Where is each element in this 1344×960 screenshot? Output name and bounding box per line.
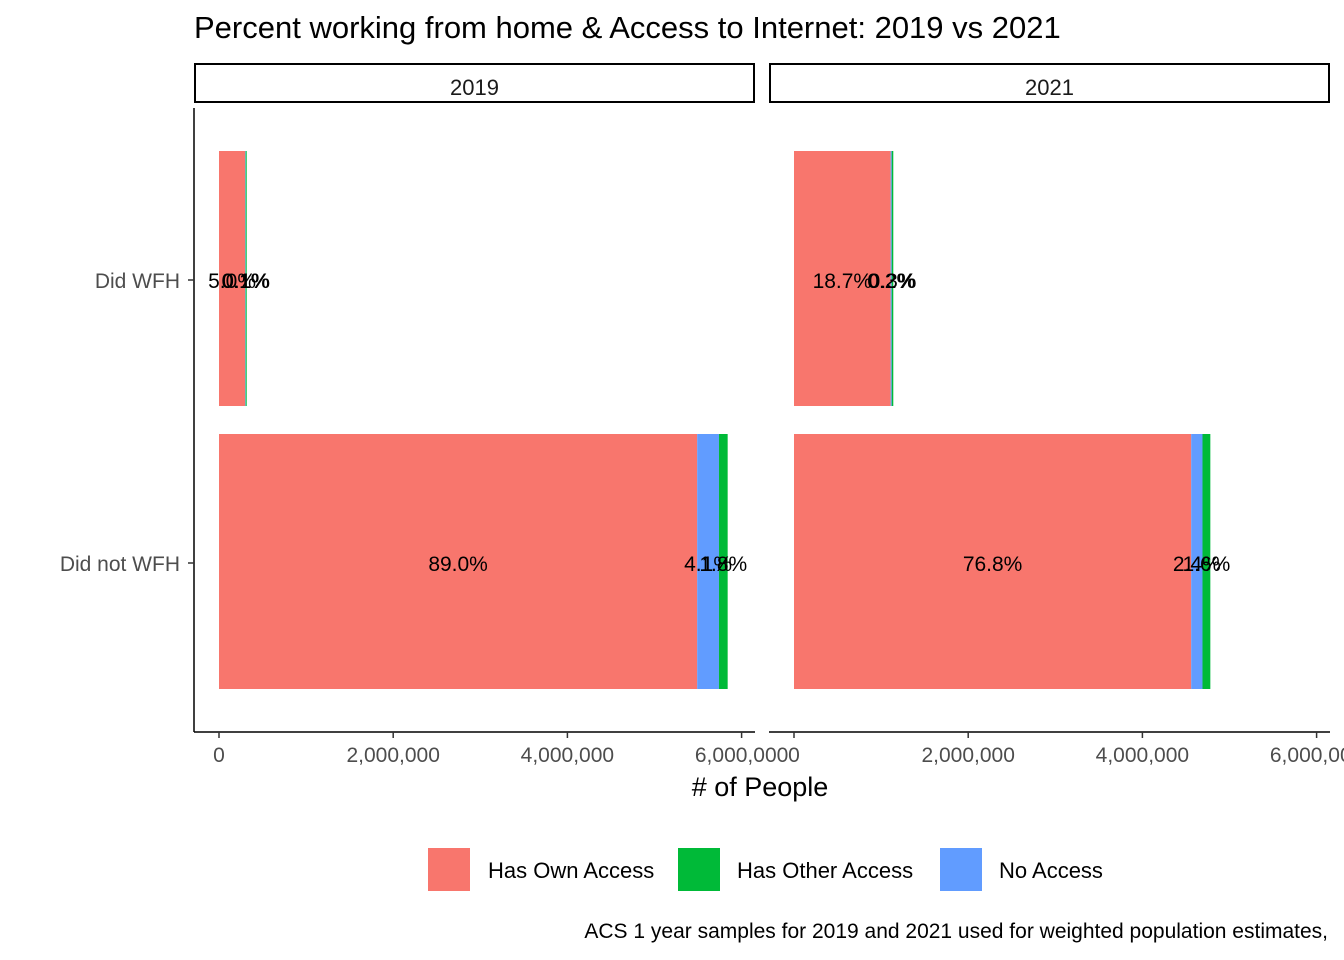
legend-label-has-own-access: Has Own Access [488, 858, 655, 883]
panel-2021: 0 2,000,000 4,000,000 6,000,000 18.7%0.2%0.3… [769, 151, 1344, 767]
legend-label-has-other-access: Has Other Access [737, 858, 914, 883]
bar-segment-has-own-access [794, 151, 891, 406]
bar-segment-no-access [245, 151, 246, 406]
x-tick-label: 0 [213, 744, 225, 767]
x-tick-label: 2,000,000 [921, 744, 1014, 767]
bar-segment-has-own-access [219, 434, 698, 689]
panel-strip-2021: 2021 [769, 63, 1330, 103]
x-tick-label: 0 [788, 744, 800, 767]
legend-label-no-access: No Access [999, 858, 1103, 883]
bar-segment-has-other-access [1202, 434, 1211, 689]
bar-segment-no-access [890, 151, 892, 406]
bar-segment-no-access [697, 434, 719, 689]
data-label-has-other-access: 0.3% [869, 270, 917, 293]
y-tick-label: Did not WFH [60, 553, 180, 576]
legend-key-no-access [940, 848, 982, 891]
data-label-has-other-access: 0.1% [222, 270, 270, 293]
data-label-has-own-access: 89.0% [428, 553, 488, 576]
x-tick-label: 6,000,000 [1270, 744, 1344, 767]
x-tick-label: 4,000,000 [521, 744, 614, 767]
y-tick-label: Did WFH [95, 270, 180, 293]
data-label-no-access: 2.4% [1173, 553, 1221, 576]
data-label-has-own-access: 18.7% [813, 270, 873, 293]
data-label-has-other-access: 1.6% [1182, 553, 1230, 576]
legend-key-has-other-access [678, 848, 720, 891]
panel-label-2019: 2019 [450, 75, 499, 100]
x-tick-label: 2,000,000 [346, 744, 439, 767]
bar-segment-no-access [1191, 434, 1203, 689]
panel-label-2021: 2021 [1025, 75, 1074, 100]
data-label-no-access: 4.1% [684, 553, 732, 576]
data-label-no-access: 0.2% [867, 270, 915, 293]
data-label-has-own-access: 5.0% [208, 270, 256, 293]
data-label-has-other-access: 1.8% [699, 553, 747, 576]
legend-key-has-own-access [428, 848, 470, 891]
panel-2019: 0 2,000,000 4,000,000 6,000,000 Did WFH Did n… [60, 108, 788, 767]
x-axis-title: # of People [691, 772, 829, 802]
x-tick-label: 4,000,000 [1096, 744, 1189, 767]
panel-strip-2019: 2019 [194, 63, 755, 103]
chart-title: Percent working from home & Access to In… [194, 10, 1061, 45]
chart-caption: ACS 1 year samples for 2019 and 2021 use… [584, 920, 1328, 943]
bar-segment-has-own-access [794, 434, 1192, 689]
bar-segment-has-other-access [891, 151, 894, 406]
bar-segment-has-other-access [718, 434, 728, 689]
bar-segment-has-own-access [219, 151, 246, 406]
data-label-has-own-access: 76.8% [963, 553, 1023, 576]
data-label-no-access: 0.1% [221, 270, 269, 293]
bar-segment-has-other-access [245, 151, 247, 406]
x-tick-label: 6,000,000 [695, 744, 788, 767]
